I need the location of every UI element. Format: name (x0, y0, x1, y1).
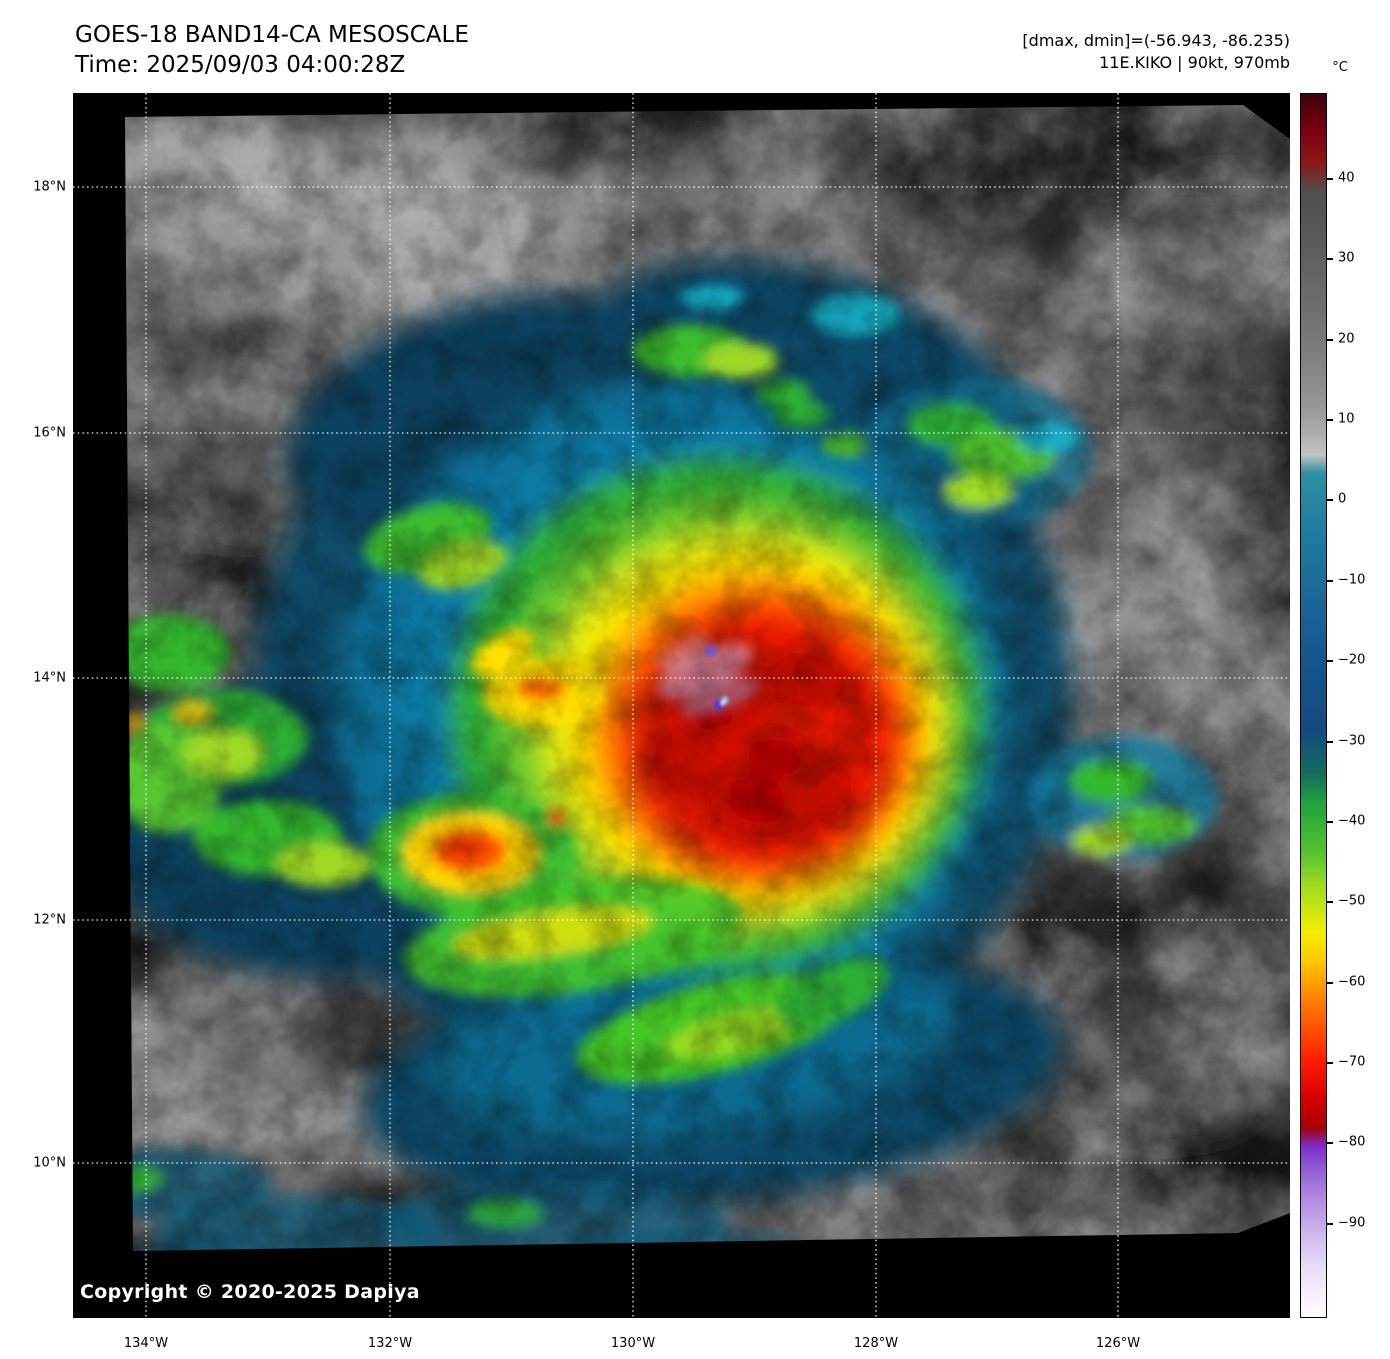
dmax-dmin-readout: [dmax, dmin]=(-56.943, -86.235) (1022, 31, 1290, 50)
lat-label-18n: 18°N (33, 179, 66, 195)
lat-label-14n: 14°N (33, 670, 66, 686)
colorbar-tick-30: 30 (1338, 250, 1355, 266)
lat-label-12n: 12°N (33, 912, 66, 928)
colorbar-tick-neg70: −70 (1338, 1054, 1366, 1070)
colorbar (1300, 93, 1327, 1318)
colorbar-tick-mark (1327, 580, 1333, 582)
colorbar-tick-mark (1327, 339, 1333, 341)
plot-area: Copyright © 2020-2025 Dapiya (73, 93, 1290, 1318)
colorbar-tick-0: 0 (1338, 491, 1347, 507)
product-title: GOES-18 BAND14-CA MESOSCALE (75, 22, 469, 48)
lat-label-10n: 10°N (33, 1155, 66, 1171)
colorbar-tick-mark (1327, 1062, 1333, 1064)
colorbar-tick-mark (1327, 741, 1333, 743)
grid-overlay (73, 93, 1290, 1318)
colorbar-tick-10: 10 (1338, 411, 1355, 427)
colorbar-tick-mark (1327, 1223, 1333, 1225)
colorbar-tick-neg80: −80 (1338, 1134, 1366, 1150)
colorbar-tick-mark (1327, 821, 1333, 823)
colorbar-tick-neg40: −40 (1338, 813, 1366, 829)
lon-label-132w: 132°W (367, 1336, 413, 1351)
colorbar-tick-mark (1327, 178, 1333, 180)
colorbar-tick-neg30: −30 (1338, 733, 1366, 749)
colorbar-tick-mark (1327, 419, 1333, 421)
colorbar-tick-20: 20 (1338, 331, 1355, 347)
colorbar-tick-mark (1327, 660, 1333, 662)
storm-readout: 11E.KIKO | 90kt, 970mb (1099, 53, 1290, 72)
lon-label-134w: 134°W (123, 1336, 169, 1351)
colorbar-tick-neg20: −20 (1338, 652, 1366, 668)
colorbar-unit-label: °C (1332, 60, 1348, 75)
copyright-text: Copyright © 2020-2025 Dapiya (80, 1281, 420, 1303)
colorbar-tick-mark (1327, 901, 1333, 903)
product-time: Time: 2025/09/03 04:00:28Z (75, 52, 406, 78)
satellite-imagery (73, 93, 1290, 1318)
colorbar-tick-neg50: −50 (1338, 893, 1366, 909)
colorbar-tick-neg90: −90 (1338, 1215, 1366, 1231)
colorbar-tick-mark (1327, 982, 1333, 984)
title-block: GOES-18 BAND14-CA MESOSCALE Time: 2025/0… (75, 20, 469, 80)
colorbar-tick-mark (1327, 258, 1333, 260)
colorbar-tick-mark (1327, 499, 1333, 501)
lon-label-130w: 130°W (610, 1336, 656, 1351)
colorbar-tick-neg10: −10 (1338, 572, 1366, 588)
lon-label-126w: 126°W (1095, 1336, 1141, 1351)
lat-label-16n: 16°N (33, 425, 66, 441)
colorbar-tick-neg60: −60 (1338, 974, 1366, 990)
colorbar-tick-40: 40 (1338, 170, 1355, 186)
lon-label-128w: 128°W (853, 1336, 899, 1351)
colorbar-tick-mark (1327, 1142, 1333, 1144)
info-block: [dmax, dmin]=(-56.943, -86.235) 11E.KIKO… (1022, 30, 1290, 74)
